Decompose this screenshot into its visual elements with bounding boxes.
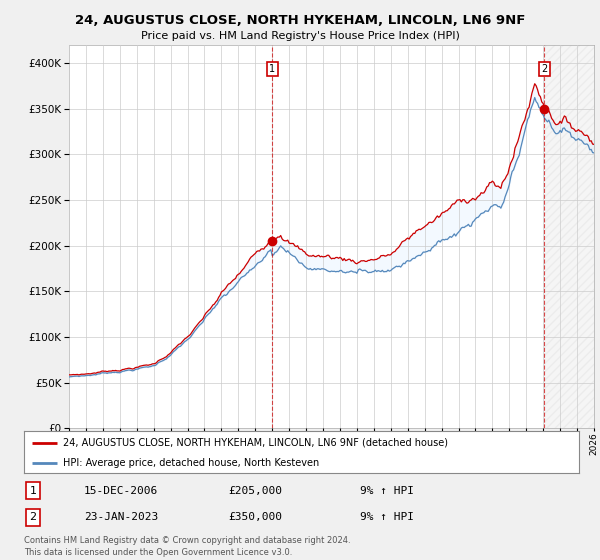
Text: 2: 2 bbox=[541, 64, 548, 74]
Text: 24, AUGUSTUS CLOSE, NORTH HYKEHAM, LINCOLN, LN6 9NF: 24, AUGUSTUS CLOSE, NORTH HYKEHAM, LINCO… bbox=[75, 14, 525, 27]
Text: 23-JAN-2023: 23-JAN-2023 bbox=[84, 512, 158, 522]
Text: HPI: Average price, detached house, North Kesteven: HPI: Average price, detached house, Nort… bbox=[63, 458, 319, 468]
Text: £205,000: £205,000 bbox=[228, 486, 282, 496]
Text: Contains HM Land Registry data © Crown copyright and database right 2024.
This d: Contains HM Land Registry data © Crown c… bbox=[24, 536, 350, 557]
Text: 9% ↑ HPI: 9% ↑ HPI bbox=[360, 512, 414, 522]
Text: 2: 2 bbox=[29, 512, 37, 522]
Text: £350,000: £350,000 bbox=[228, 512, 282, 522]
Text: 1: 1 bbox=[269, 64, 275, 74]
Bar bbox=[544, 45, 600, 428]
Text: 1: 1 bbox=[29, 486, 37, 496]
Text: Price paid vs. HM Land Registry's House Price Index (HPI): Price paid vs. HM Land Registry's House … bbox=[140, 31, 460, 41]
Text: 9% ↑ HPI: 9% ↑ HPI bbox=[360, 486, 414, 496]
Text: 24, AUGUSTUS CLOSE, NORTH HYKEHAM, LINCOLN, LN6 9NF (detached house): 24, AUGUSTUS CLOSE, NORTH HYKEHAM, LINCO… bbox=[63, 438, 448, 448]
Text: 15-DEC-2006: 15-DEC-2006 bbox=[84, 486, 158, 496]
